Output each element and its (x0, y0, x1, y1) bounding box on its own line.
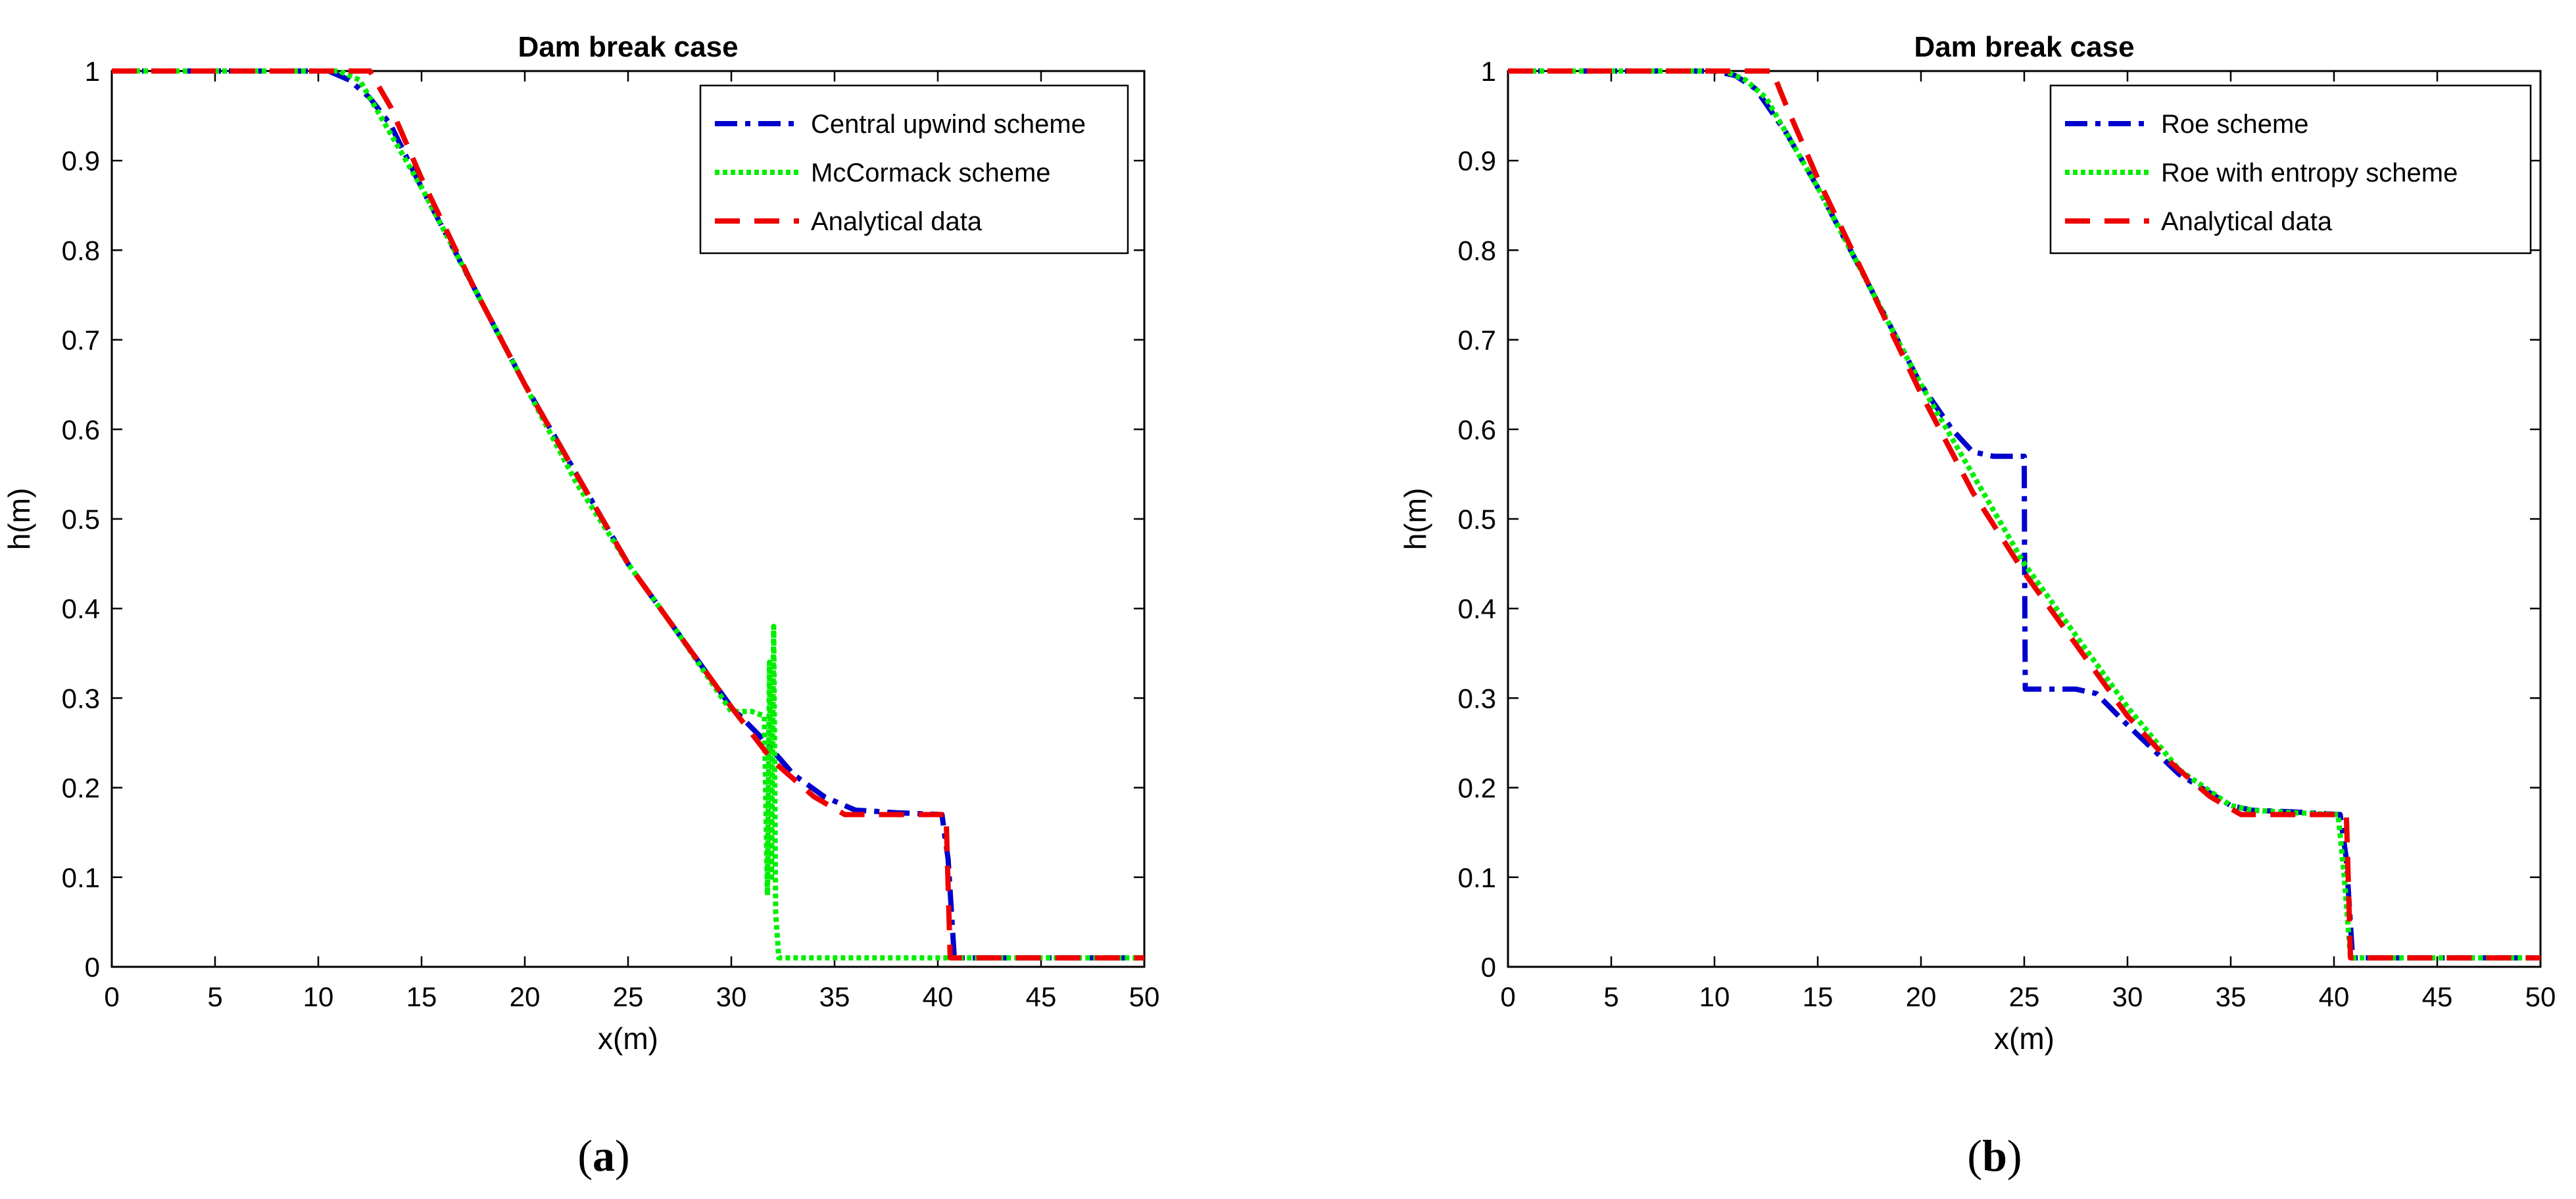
pa-chart-title: Dam break case (518, 31, 738, 63)
pa-y-tick-label-6: 0.6 (62, 414, 100, 445)
panel-letter-a: a (593, 1131, 615, 1181)
pb-x-tick-label-8: 40 (2319, 981, 2350, 1012)
panel-label-a: (a) (577, 1131, 630, 1181)
panel-label-b: (b) (1967, 1131, 2022, 1181)
pa-x-tick-label-0: 0 (104, 981, 119, 1012)
pa-x-tick-label-2: 10 (303, 981, 334, 1012)
pb-y-tick-label-6: 0.6 (1458, 414, 1496, 445)
pb-x-tick-label-1: 5 (1603, 981, 1618, 1012)
pa-y-tick-label-1: 0.1 (62, 862, 100, 893)
pa-y-tick-label-2: 0.2 (62, 773, 100, 804)
pb-x-tick-label-0: 0 (1500, 981, 1515, 1012)
pa-x-tick-label-5: 25 (613, 981, 644, 1012)
pa-x-tick-label-4: 20 (510, 981, 541, 1012)
pb-y-tick-label-9: 0.9 (1458, 145, 1496, 176)
pb-y-tick-label-2: 0.2 (1458, 773, 1496, 804)
pb-chart-title: Dam break case (1914, 31, 2134, 63)
pa-x-tick-label-1: 5 (207, 981, 222, 1012)
chart-a: Dam break case 0 5 10 15 20 25 30 35 40 45 50 0 0.1 0.… (2, 31, 1160, 1056)
pb-y-tick-label-7: 0.7 (1458, 325, 1496, 356)
pa-y-tick-label-0: 0 (85, 952, 100, 983)
pb-series-line-2 (1508, 68, 2540, 961)
pb-y-tick-label-0: 0 (1481, 952, 1496, 983)
pb-x-tick-label-6: 30 (2112, 981, 2143, 1012)
pb-x-axis-label: x(m) (1994, 1021, 2054, 1056)
pb-x-tick-label-3: 15 (1803, 981, 1834, 1012)
pa-x-tick-label-8: 40 (923, 981, 954, 1012)
pa-series-line-1 (112, 68, 1144, 961)
pa-y-tick-label-10: 1 (85, 56, 100, 87)
pa-legend-label-0: Central upwind scheme (811, 110, 1086, 139)
pb-x-tick-label-9: 45 (2422, 981, 2453, 1012)
panel-letter-b: b (1982, 1131, 2007, 1181)
pa-legend-box (699, 84, 1129, 255)
pa-y-tick-label-9: 0.9 (62, 145, 100, 176)
pb-legend-label-0: Roe scheme (2161, 110, 2309, 139)
chart-b: Dam break case 0 5 10 15 20 25 30 35 40 45 50 0 0.1 0.… (1398, 31, 2556, 1056)
pb-series-line-1 (1508, 68, 2540, 961)
pa-legend-label-2: Analytical data (811, 207, 983, 236)
pb-legend-label-2: Analytical data (2161, 207, 2333, 236)
pb-y-tick-label-5: 0.5 (1458, 504, 1496, 535)
pb-y-tick-label-1: 0.1 (1458, 862, 1496, 893)
pa-y-axis-label: h(m) (2, 488, 36, 551)
pa-x-tick-label-7: 35 (819, 981, 850, 1012)
pa-y-tick-label-4: 0.4 (62, 593, 100, 624)
pa-x-axis-label: x(m) (598, 1021, 658, 1056)
pa-x-tick-label-9: 45 (1026, 981, 1057, 1012)
pa-y-tick-label-5: 0.5 (62, 504, 100, 535)
pb-y-axis-label: h(m) (1398, 488, 1432, 551)
pa-y-tick-label-7: 0.7 (62, 325, 100, 356)
pa-series-line-2 (112, 68, 1144, 961)
pa-x-tick-label-10: 50 (1129, 981, 1160, 1012)
pb-y-tick-label-8: 0.8 (1458, 235, 1496, 266)
pb-x-tick-label-4: 20 (1906, 981, 1937, 1012)
pb-x-tick-label-5: 25 (2009, 981, 2040, 1012)
pa-y-tick-label-3: 0.3 (62, 683, 100, 714)
pb-x-tick-label-10: 50 (2525, 981, 2556, 1012)
pb-x-tick-label-7: 35 (2216, 981, 2247, 1012)
pb-legend-box (2049, 84, 2532, 255)
pb-y-tick-label-4: 0.4 (1458, 593, 1496, 624)
pa-legend-label-1: McCormack scheme (811, 159, 1051, 187)
pa-x-tick-label-6: 30 (716, 981, 747, 1012)
pb-legend-label-1: Roe with entropy scheme (2161, 159, 2458, 187)
pb-y-tick-label-3: 0.3 (1458, 683, 1496, 714)
pa-y-tick-label-8: 0.8 (62, 235, 100, 266)
pb-x-tick-label-2: 10 (1699, 981, 1730, 1012)
pb-y-tick-label-10: 1 (1481, 56, 1496, 87)
pa-x-tick-label-3: 15 (406, 981, 437, 1012)
